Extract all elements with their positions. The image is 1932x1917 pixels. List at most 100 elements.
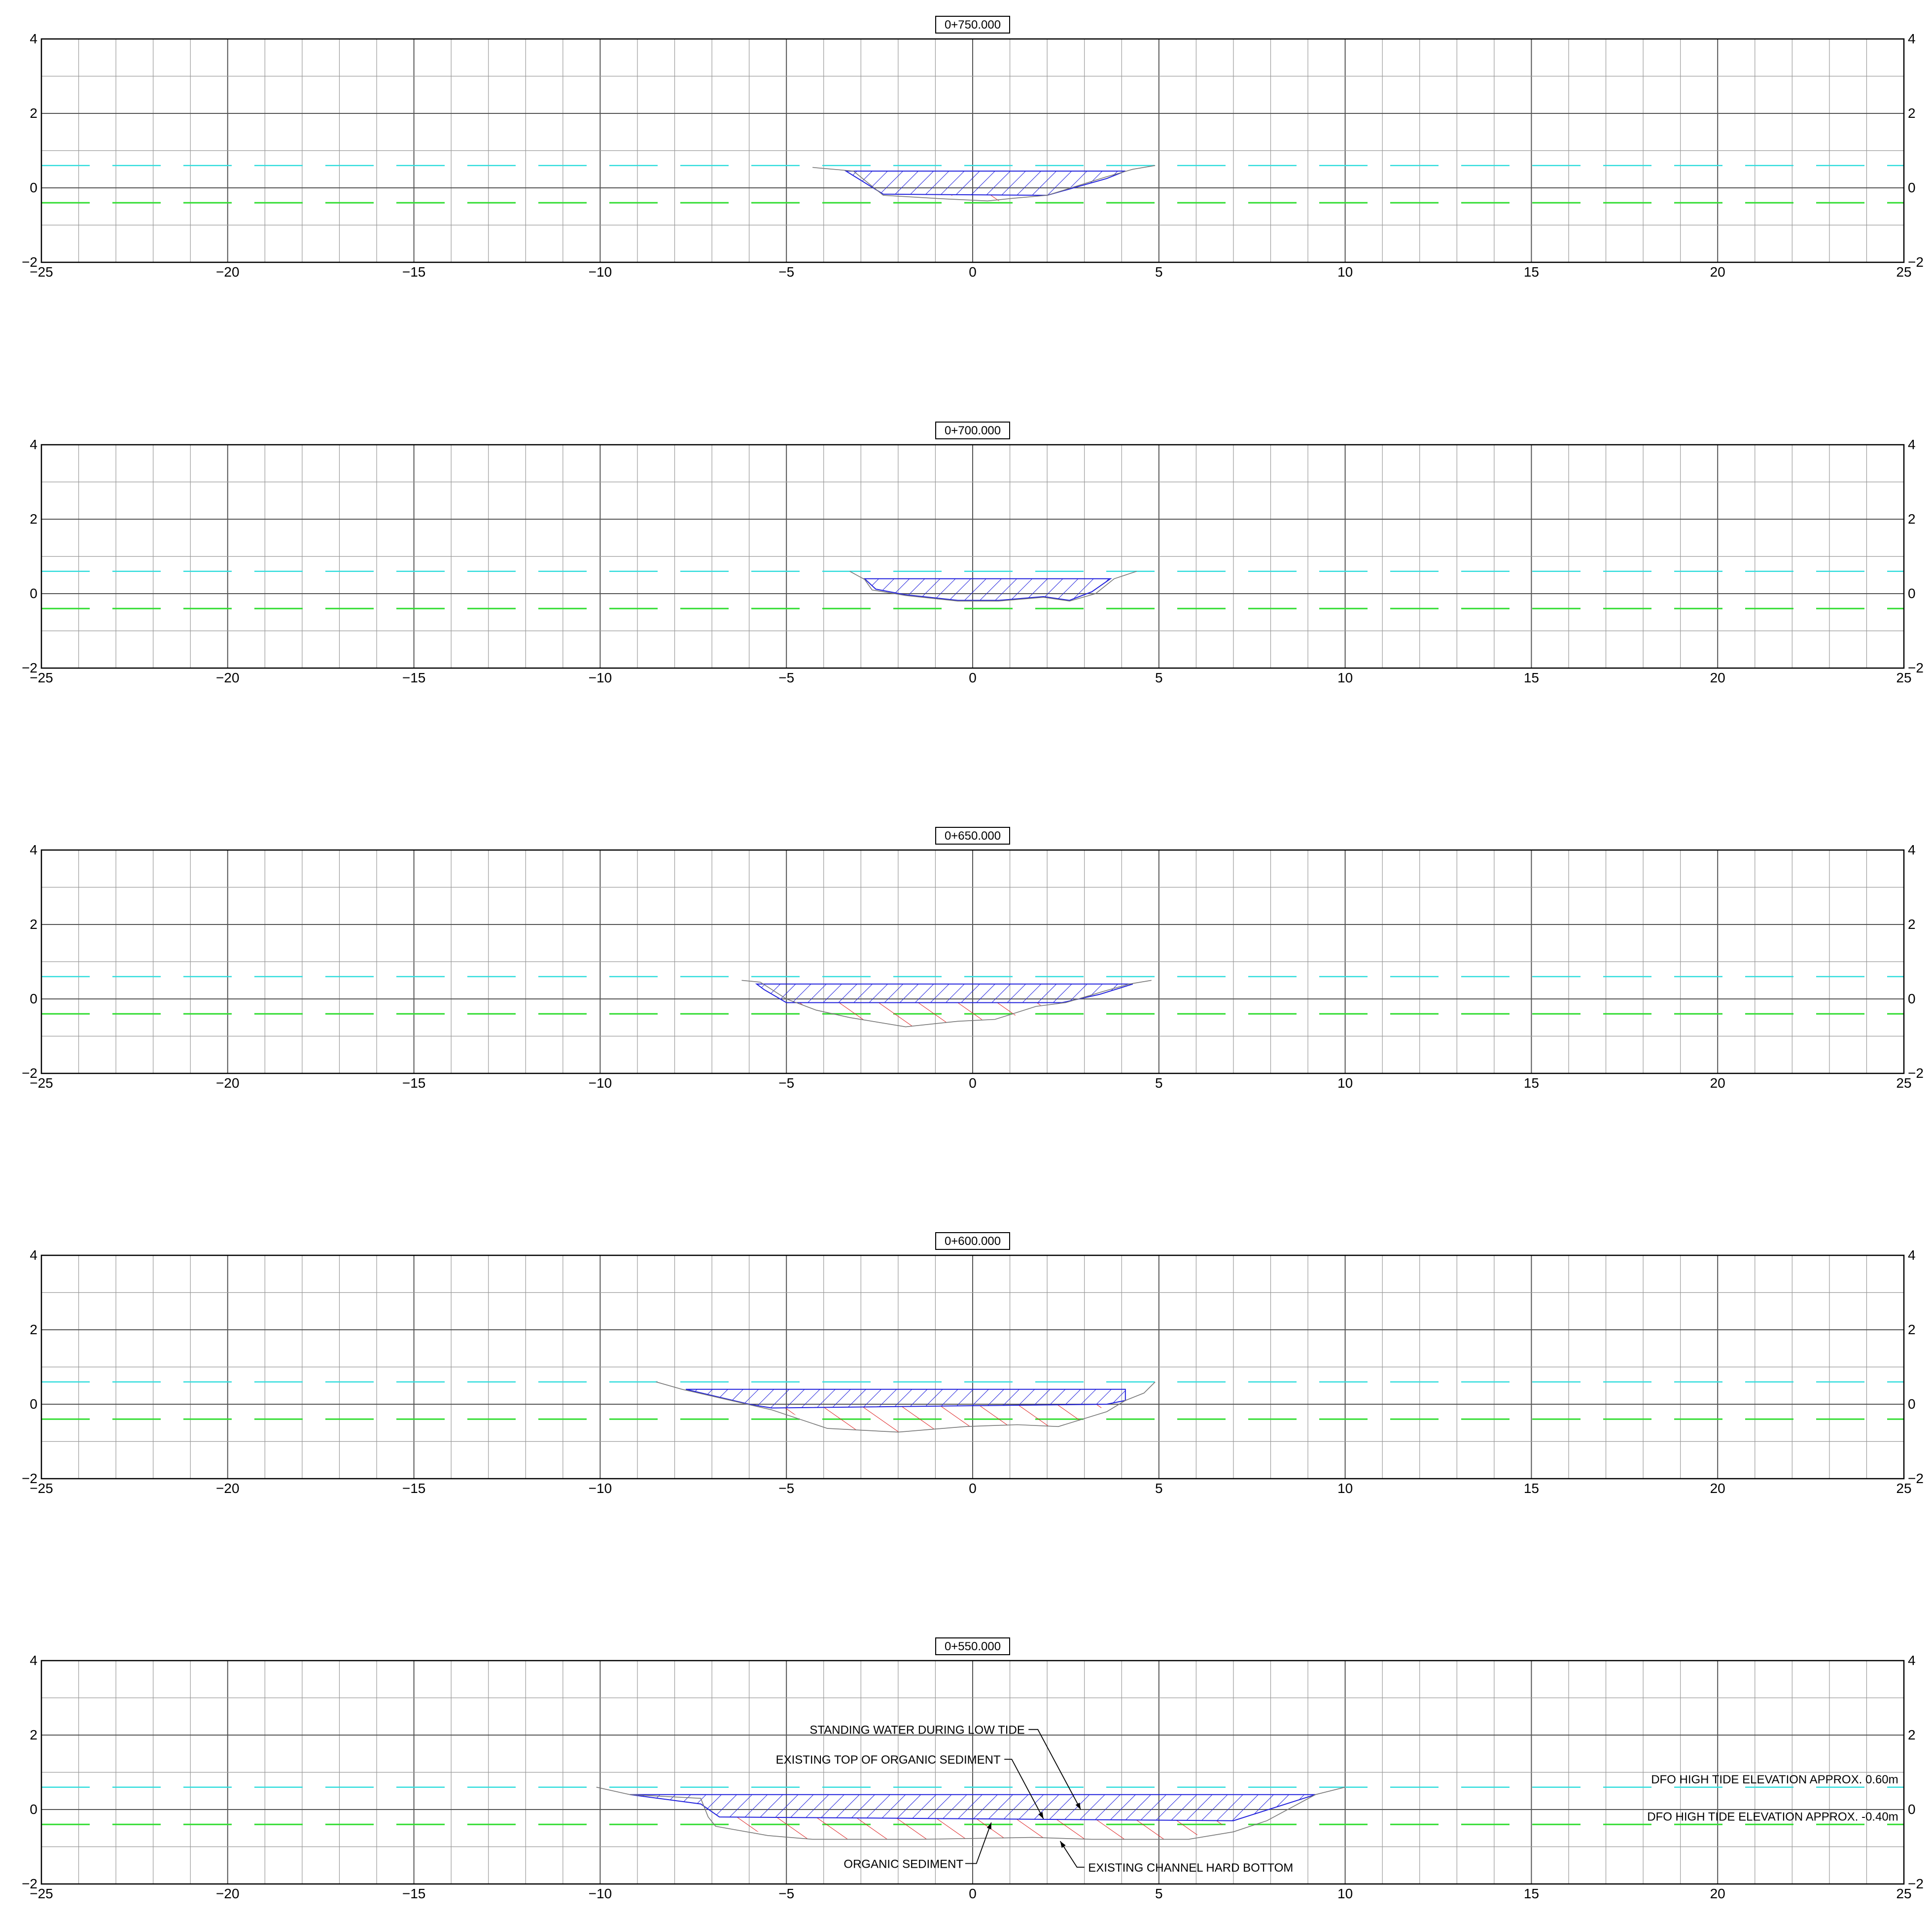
organic-sediment-area xyxy=(719,1817,1233,1840)
station-label-box xyxy=(935,422,1010,439)
y-tick-label-right: 2 xyxy=(1908,917,1916,932)
y-tick-label-left: −2 xyxy=(22,254,37,270)
x-tick-label: −20 xyxy=(216,1075,240,1091)
x-tick-label: −10 xyxy=(589,264,612,280)
y-tick-label-left: −2 xyxy=(22,1876,37,1891)
channel-bottom-profile xyxy=(741,980,1152,1028)
annotation-label: EXISTING TOP OF ORGANIC SEDIMENT xyxy=(776,1753,1001,1767)
y-tick-label-left: 4 xyxy=(30,31,37,46)
annotation-label: EXISTING CHANNEL HARD BOTTOM xyxy=(1088,1861,1293,1875)
y-tick-label-right: −2 xyxy=(1908,1876,1924,1891)
x-tick-label: 25 xyxy=(1896,1886,1911,1901)
y-tick-label-left: 4 xyxy=(30,1653,37,1668)
annotation-label: STANDING WATER DURING LOW TIDE xyxy=(809,1724,1024,1737)
station-label: 0+700.000 xyxy=(945,424,1001,437)
x-tick-label: 25 xyxy=(1896,1075,1911,1091)
x-tick-label: −15 xyxy=(402,670,426,685)
section-panel: −25 −20 −15 −10 −5 0 5 10 15 20 25−2 −20 02 24 40+700.… xyxy=(22,422,1924,685)
channel-bottom-profile xyxy=(656,1381,1156,1433)
x-tick-label: −10 xyxy=(589,1075,612,1091)
station-label: 0+750.000 xyxy=(945,18,1001,32)
x-tick-label: 20 xyxy=(1710,264,1725,280)
x-tick-label: 10 xyxy=(1337,264,1353,280)
y-tick-label-right: 4 xyxy=(1908,31,1916,46)
section-panel: −25 −20 −15 −10 −5 0 5 10 15 20 25−2 −20 02 24 40+550.… xyxy=(22,1637,1924,1901)
y-tick-label-right: 4 xyxy=(1908,1653,1916,1668)
y-tick-label-right: 2 xyxy=(1908,1322,1916,1337)
x-tick-label: −25 xyxy=(30,1075,53,1091)
x-tick-label: 10 xyxy=(1337,1075,1353,1091)
organic-sediment-area xyxy=(950,195,1032,202)
x-tick-label: 0 xyxy=(969,1481,977,1496)
x-tick-label: 10 xyxy=(1337,1886,1353,1901)
x-tick-label: −15 xyxy=(402,1075,426,1091)
x-tick-label: 0 xyxy=(969,670,977,685)
y-tick-label-right: 4 xyxy=(1908,842,1916,857)
channel-bottom-profile xyxy=(812,165,1156,202)
standing-water-area xyxy=(630,1794,1316,1821)
y-tick-label-left: −2 xyxy=(22,660,37,675)
x-tick-label: 5 xyxy=(1155,1886,1163,1901)
x-tick-label: −25 xyxy=(30,1886,53,1901)
x-tick-label: 5 xyxy=(1155,1481,1163,1496)
x-tick-label: −20 xyxy=(216,1481,240,1496)
y-tick-label-left: 2 xyxy=(30,511,37,527)
y-tick-label-left: 2 xyxy=(30,917,37,932)
leader-line xyxy=(1059,1841,1085,1868)
x-tick-label: −15 xyxy=(402,1886,426,1901)
y-tick-label-right: 0 xyxy=(1908,586,1916,601)
annotation-label: DFO HIGH TIDE ELEVATION APPROX. -0.40m xyxy=(1647,1810,1898,1824)
x-tick-label: 5 xyxy=(1155,264,1163,280)
x-tick-label: −20 xyxy=(216,264,240,280)
y-tick-label-right: 4 xyxy=(1908,1247,1916,1263)
x-tick-label: −5 xyxy=(778,1886,794,1901)
x-tick-label: 15 xyxy=(1524,1886,1539,1901)
y-tick-label-left: 2 xyxy=(30,106,37,121)
x-tick-label: 10 xyxy=(1337,670,1353,685)
x-tick-label: 15 xyxy=(1524,1075,1539,1091)
x-tick-label: 20 xyxy=(1710,1886,1725,1901)
x-tick-label: 5 xyxy=(1155,1075,1163,1091)
annotation-label: ORGANIC SEDIMENT xyxy=(843,1857,963,1871)
x-tick-label: −20 xyxy=(216,1886,240,1901)
y-tick-label-right: 2 xyxy=(1908,1727,1916,1742)
x-tick-label: 5 xyxy=(1155,670,1163,685)
station-label: 0+550.000 xyxy=(945,1640,1001,1653)
y-tick-label-left: −2 xyxy=(22,1065,37,1081)
x-tick-label: −10 xyxy=(589,1481,612,1496)
y-tick-label-right: 2 xyxy=(1908,106,1916,121)
organic-sediment-area xyxy=(797,1002,1048,1027)
x-tick-label: 0 xyxy=(969,1886,977,1901)
y-tick-label-left: 4 xyxy=(30,1247,37,1263)
x-tick-label: −5 xyxy=(778,1075,794,1091)
standing-water-area xyxy=(755,983,1133,1003)
standing-water-area xyxy=(685,1388,1126,1409)
y-tick-label-left: 0 xyxy=(30,586,37,601)
y-tick-label-right: −2 xyxy=(1908,1065,1924,1081)
channel-bottom-profile xyxy=(849,570,1137,602)
x-tick-label: 20 xyxy=(1710,1481,1725,1496)
leader-arrowhead xyxy=(1038,1812,1044,1819)
leader-arrowhead xyxy=(986,1822,991,1830)
station-label: 0+600.000 xyxy=(945,1235,1001,1248)
x-tick-label: −15 xyxy=(402,1481,426,1496)
x-tick-label: 0 xyxy=(969,264,977,280)
x-tick-label: 10 xyxy=(1337,1481,1353,1496)
channel-bottom-profile xyxy=(596,1786,1345,1840)
plot-frame xyxy=(40,849,1905,1074)
y-tick-label-right: 4 xyxy=(1908,437,1916,452)
x-tick-label: −5 xyxy=(778,1481,794,1496)
x-tick-label: 25 xyxy=(1896,264,1911,280)
plot-frame xyxy=(40,1660,1905,1885)
x-tick-label: −5 xyxy=(778,264,794,280)
standing-water-area xyxy=(844,171,1126,196)
station-label-box xyxy=(935,16,1010,34)
y-tick-label-left: 0 xyxy=(30,1802,37,1817)
x-tick-label: 0 xyxy=(969,1075,977,1091)
plot-frame xyxy=(40,38,1905,263)
x-tick-label: −25 xyxy=(30,264,53,280)
annotation-label: DFO HIGH TIDE ELEVATION APPROX. 0.60m xyxy=(1651,1773,1898,1786)
y-tick-label-right: −2 xyxy=(1908,254,1924,270)
station-label-box xyxy=(935,1637,1010,1655)
